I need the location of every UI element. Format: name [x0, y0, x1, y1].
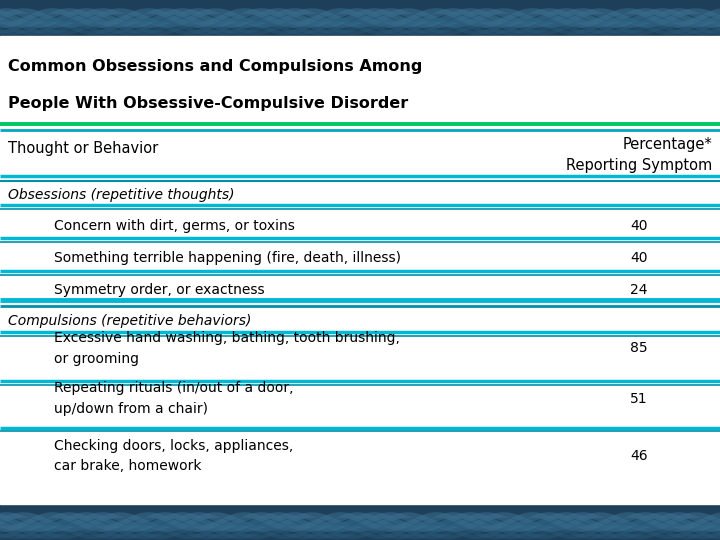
Text: 51: 51 — [630, 392, 647, 406]
Text: Percentage*: Percentage* — [622, 137, 712, 152]
Bar — [0, 0, 720, 36]
Text: Obsessions (repetitive thoughts): Obsessions (repetitive thoughts) — [8, 188, 235, 202]
Text: Thought or Behavior: Thought or Behavior — [8, 141, 158, 156]
Text: Checking doors, locks, appliances,
car brake, homework: Checking doors, locks, appliances, car b… — [54, 438, 293, 474]
Text: Excessive hand washing, bathing, tooth brushing,
or grooming: Excessive hand washing, bathing, tooth b… — [54, 331, 400, 366]
Text: Concern with dirt, germs, or toxins: Concern with dirt, germs, or toxins — [54, 219, 295, 233]
Text: Symmetry order, or exactness: Symmetry order, or exactness — [54, 284, 265, 298]
Text: 24: 24 — [630, 284, 647, 298]
Text: 40: 40 — [630, 219, 647, 233]
Text: Reporting Symptom: Reporting Symptom — [566, 158, 712, 173]
Text: 85: 85 — [630, 341, 647, 355]
Bar — [0, 36, 720, 504]
Text: Common Obsessions and Compulsions Among: Common Obsessions and Compulsions Among — [8, 59, 423, 74]
Text: Compulsions (repetitive behaviors): Compulsions (repetitive behaviors) — [8, 314, 251, 328]
Text: Repeating rituals (in/out of a door,
up/down from a chair): Repeating rituals (in/out of a door, up/… — [54, 381, 294, 416]
Text: 40: 40 — [630, 251, 647, 265]
Text: 46: 46 — [630, 449, 647, 463]
Text: Something terrible happening (fire, death, illness): Something terrible happening (fire, deat… — [54, 251, 401, 265]
Bar — [0, 504, 720, 540]
Text: People With Obsessive-Compulsive Disorder: People With Obsessive-Compulsive Disorde… — [8, 96, 408, 111]
